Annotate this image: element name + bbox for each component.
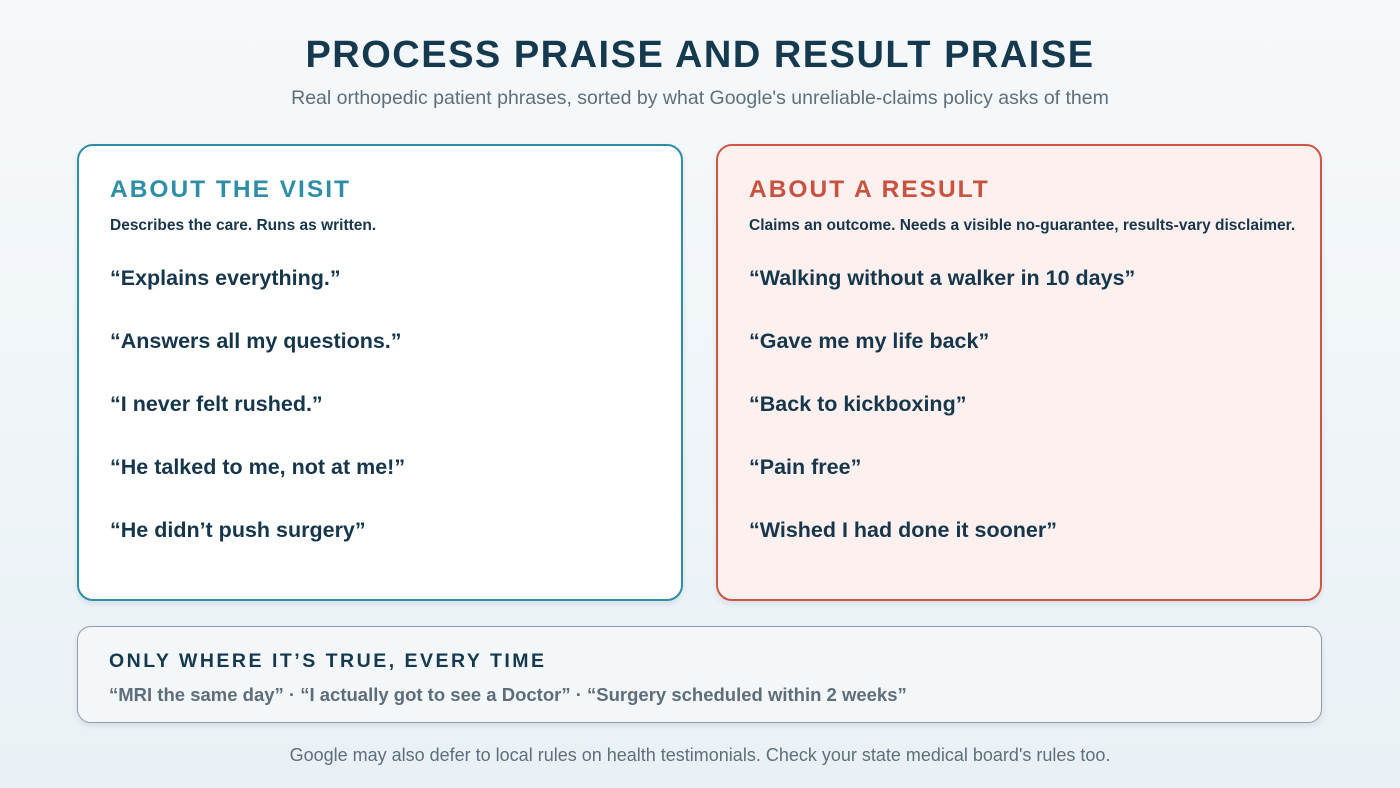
about-a-result-card: ABOUT A RESULT Claims an outcome. Needs … xyxy=(716,144,1322,601)
footer-note: Google may also defer to local rules on … xyxy=(289,745,1111,765)
visit-phrase: “Explains everything.” xyxy=(110,266,341,290)
visit-phrase-list: “Explains everything.” “Answers all my q… xyxy=(110,265,681,580)
result-phrase-list: “Walking without a walker in 10 days” “G… xyxy=(749,265,1320,580)
result-phrase: “Pain free” xyxy=(749,455,862,479)
page-subtitle: Real orthopedic patient phrases, sorted … xyxy=(291,87,1109,109)
visit-phrase: “He didn’t push surgery” xyxy=(110,518,366,542)
visit-description: Describes the care. Runs as written. xyxy=(110,217,377,234)
visit-phrase: “Answers all my questions.” xyxy=(110,329,402,353)
conditional-praise-card: ONLY WHERE IT’S TRUE, EVERY TIME “MRI th… xyxy=(77,626,1322,723)
visit-phrase: “I never felt rushed.” xyxy=(110,392,323,416)
page-title: PROCESS PRAISE AND RESULT PRAISE xyxy=(305,34,1095,76)
result-phrase: “Wished I had done it sooner” xyxy=(749,518,1057,542)
visit-heading: ABOUT THE VISIT xyxy=(110,176,351,203)
result-heading: ABOUT A RESULT xyxy=(749,176,990,203)
result-description: Claims an outcome. Needs a visible no-gu… xyxy=(749,217,1296,234)
result-phrase: “Back to kickboxing” xyxy=(749,392,967,416)
result-phrase: “Gave me my life back” xyxy=(749,329,990,353)
visit-phrase: “He talked to me, not at me!” xyxy=(110,455,406,479)
about-the-visit-card: ABOUT THE VISIT Describes the care. Runs… xyxy=(77,144,683,601)
result-phrase: “Walking without a walker in 10 days” xyxy=(749,266,1136,290)
conditional-heading: ONLY WHERE IT’S TRUE, EVERY TIME xyxy=(109,650,547,672)
conditional-phrases: “MRI the same day” · “I actually got to … xyxy=(109,684,907,705)
